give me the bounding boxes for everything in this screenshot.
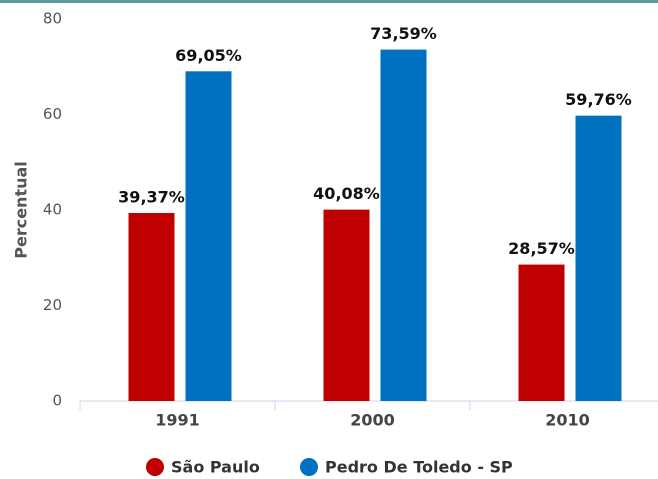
- y-tick-label: 80: [43, 10, 62, 28]
- legend-marker: [146, 458, 164, 476]
- top-border: [0, 0, 658, 3]
- y-tick-label: 0: [52, 392, 62, 410]
- value-label: 28,57%: [508, 239, 575, 258]
- bar: [185, 71, 232, 401]
- legend-label: São Paulo: [171, 458, 260, 477]
- x-tick-label: 1991: [155, 411, 200, 430]
- bar: [128, 213, 175, 401]
- bar: [518, 264, 565, 401]
- y-tick-label: 40: [43, 201, 62, 219]
- bar: [575, 115, 622, 402]
- x-tick-label: 2000: [350, 411, 395, 430]
- y-axis-label: Percentual: [12, 161, 31, 259]
- bar: [323, 209, 370, 401]
- bar: [380, 49, 427, 401]
- y-tick-label: 20: [43, 296, 62, 314]
- x-tick-label: 2010: [545, 411, 590, 430]
- legend-marker: [300, 458, 318, 476]
- value-label: 39,37%: [118, 188, 185, 207]
- y-tick-label: 60: [43, 105, 62, 123]
- value-label: 69,05%: [175, 46, 242, 65]
- value-label: 59,76%: [565, 90, 632, 109]
- legend-label: Pedro De Toledo - SP: [325, 458, 513, 477]
- value-label: 40,08%: [313, 184, 380, 203]
- value-label: 73,59%: [370, 24, 437, 43]
